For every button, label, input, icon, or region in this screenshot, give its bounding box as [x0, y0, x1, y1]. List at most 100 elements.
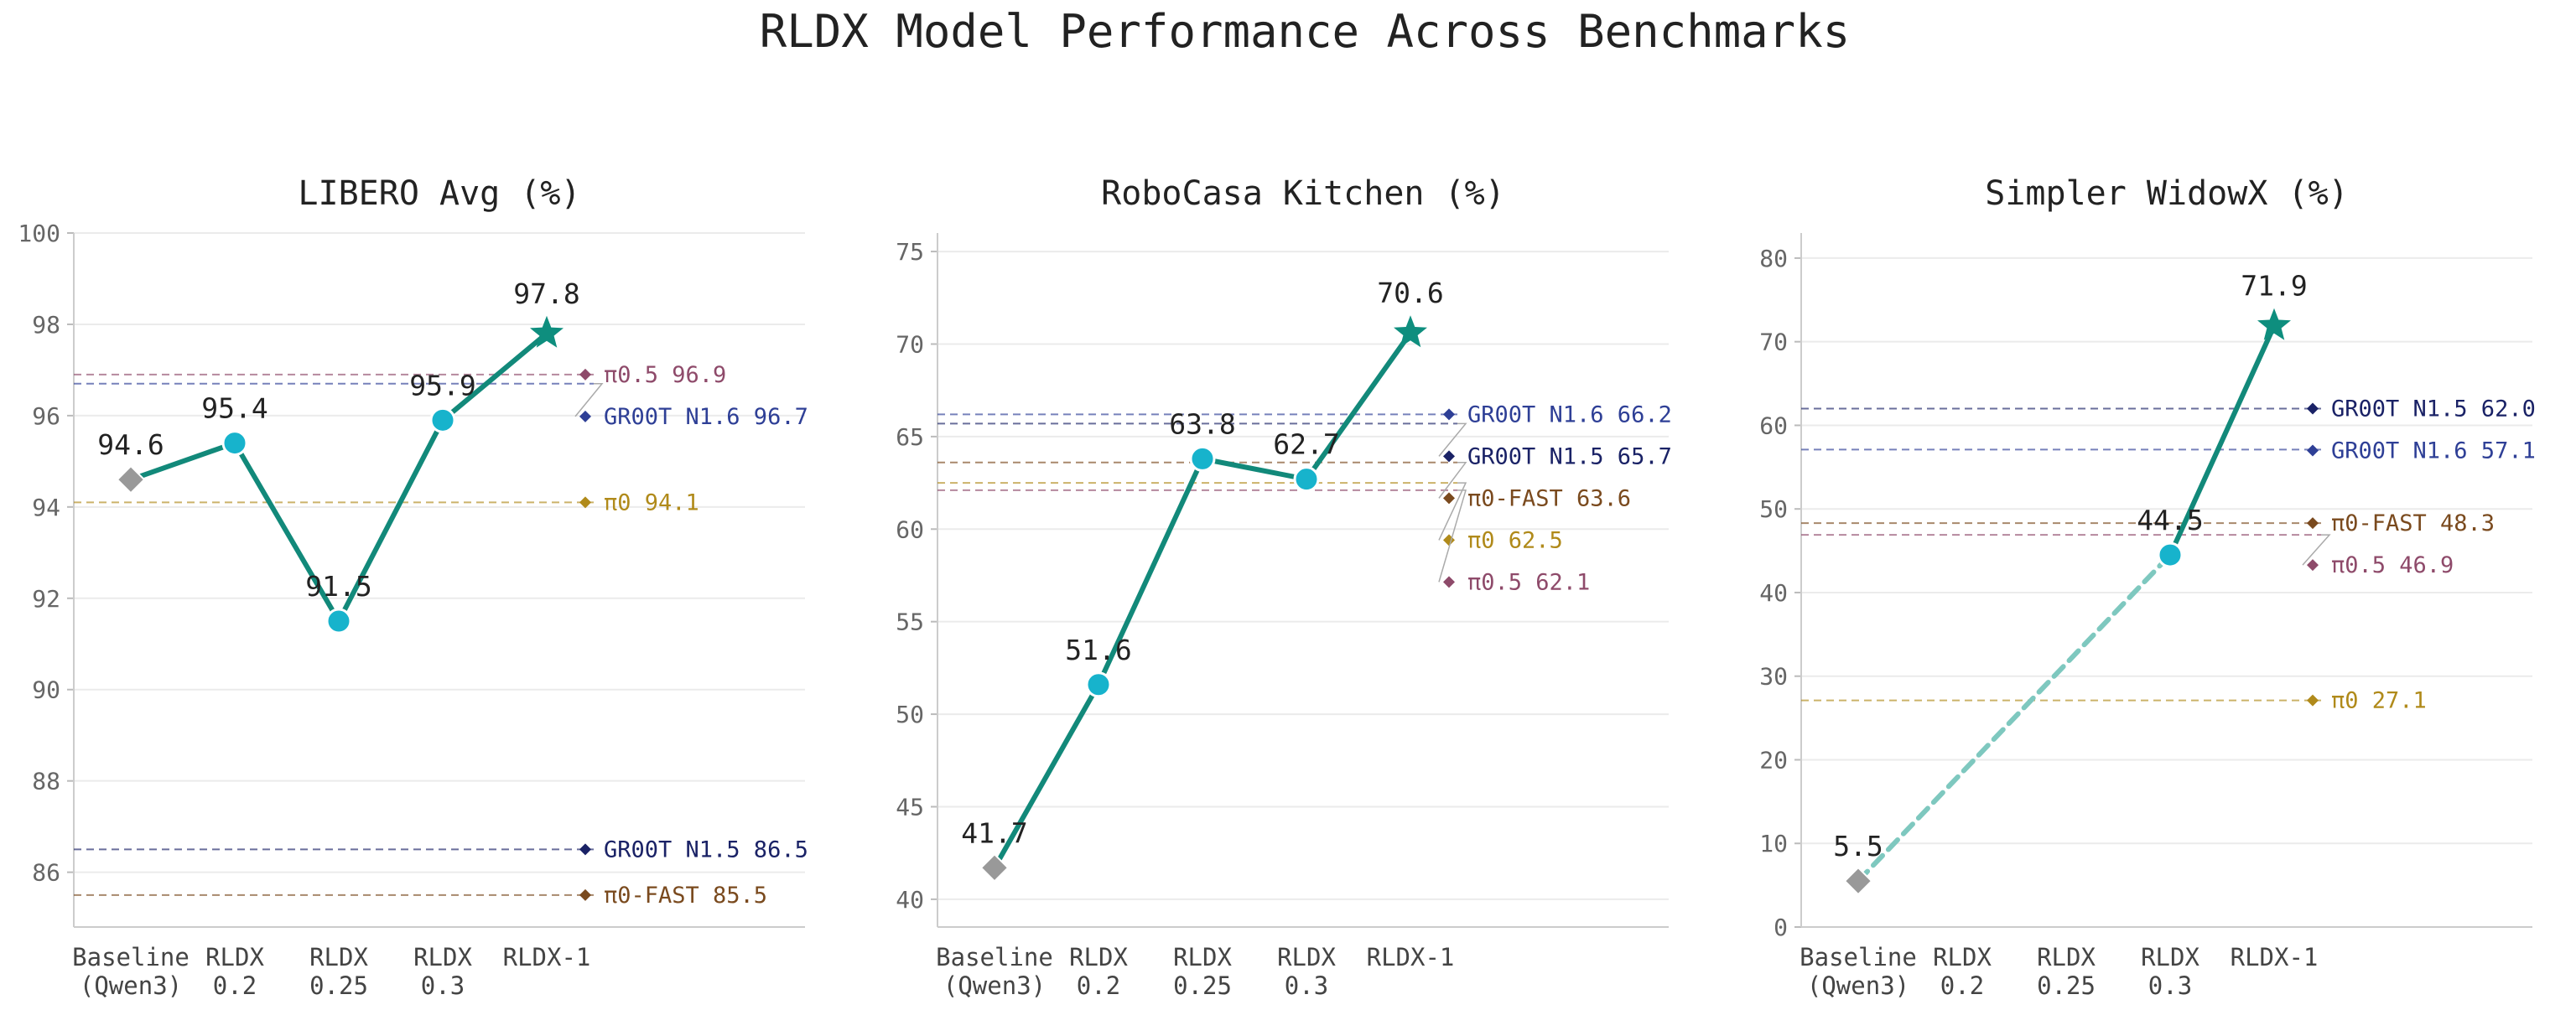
figure-title: RLDX Model Performance Across Benchmarks [760, 5, 1850, 58]
chart-panel-2: RoboCasa Kitchen (%) 40 45 50 55 60 65 70 75 Base… [896, 174, 1672, 1000]
y-tick-label: 60 [1759, 412, 1788, 439]
y-tick-label: 10 [1759, 830, 1788, 857]
y-tick-label: 30 [1759, 663, 1788, 691]
annotation-leader [2302, 534, 2331, 566]
y-tick-label: 55 [896, 609, 924, 636]
reference-marker [1443, 450, 1455, 463]
data-label: 70.6 [1377, 277, 1443, 309]
y-tick-label: 90 [32, 676, 60, 704]
x-tick-label: RLDX 0.25 [1173, 943, 1232, 1000]
annotation-leader [574, 383, 604, 417]
x-tick-label: Baseline (Qwen3) [1800, 943, 1917, 1000]
reference-label: π0.5 46.9 [2331, 552, 2454, 578]
y-tick-label: 40 [896, 886, 924, 914]
annotation-leader [1438, 422, 1467, 457]
y-tick-label: 40 [1759, 579, 1788, 607]
y-tick-label: 88 [32, 768, 60, 795]
y-tick-label: 50 [1759, 495, 1788, 523]
panel-title: LIBERO Avg (%) [298, 174, 580, 213]
reference-marker [2307, 444, 2319, 457]
x-tick-label: RLDX-1 [503, 943, 591, 971]
annotation-leader [1438, 482, 1467, 541]
y-tick-label: 65 [896, 423, 924, 451]
data-label: 51.6 [1065, 634, 1131, 666]
data-label: 95.9 [409, 369, 475, 401]
x-tick-label: RLDX 0.3 [1277, 943, 1336, 1000]
reference-label: π0-FAST 48.3 [2331, 510, 2495, 536]
reference-label: π0 62.5 [1467, 527, 1563, 553]
y-tick-label: 0 [1774, 914, 1788, 941]
annotation-leader [1438, 462, 1467, 499]
reference-marker [1443, 534, 1455, 546]
reference-marker [2307, 517, 2319, 530]
y-tick-label: 100 [18, 220, 60, 247]
x-tick-label: RLDX 0.2 [1069, 943, 1128, 1000]
data-label: 41.7 [961, 816, 1027, 849]
data-point [1085, 671, 1112, 698]
data-label: 5.5 [1833, 830, 1883, 862]
x-tick-label: RLDX 0.2 [205, 943, 264, 1000]
baseline-marker [1843, 866, 1873, 896]
rldx-line [2168, 323, 2277, 558]
y-tick-label: 94 [32, 494, 60, 521]
data-point [2157, 541, 2184, 568]
reference-marker [2307, 402, 2319, 415]
reference-label: GR00T N1.6 66.2 [1467, 401, 1672, 427]
rldx-line [1096, 330, 1413, 687]
reference-marker [2307, 694, 2319, 707]
reference-marker [579, 368, 591, 381]
x-tick-label: RLDX 0.3 [413, 943, 472, 1000]
data-point [221, 430, 248, 457]
baseline-marker [979, 852, 1010, 883]
data-point [1293, 466, 1320, 493]
x-tick-label: RLDX 0.3 [2141, 943, 2199, 1000]
y-tick-label: 60 [896, 515, 924, 543]
x-tick-label: RLDX 0.25 [309, 943, 368, 1000]
baseline-marker [116, 464, 146, 495]
reference-marker [1443, 492, 1455, 505]
data-label: 97.8 [513, 277, 579, 310]
panel-title: RoboCasa Kitchen (%) [1101, 174, 1505, 213]
reference-label: π0 94.1 [604, 489, 699, 515]
reference-marker [579, 410, 591, 422]
rldx-1-star-marker [1394, 315, 1427, 348]
y-tick-label: 96 [32, 402, 60, 430]
reference-label: π0.5 96.9 [604, 362, 726, 388]
y-tick-label: 80 [1759, 245, 1788, 272]
data-point [1189, 445, 1216, 472]
reference-label: π0-FAST 85.5 [604, 883, 767, 909]
data-point [429, 407, 456, 433]
reference-marker [579, 843, 591, 856]
reference-label: GR00T N1.5 86.5 [604, 836, 808, 862]
reference-marker [579, 888, 591, 901]
reference-label: π0 27.1 [2331, 688, 2427, 714]
y-tick-label: 75 [896, 238, 924, 266]
y-tick-label: 70 [1759, 329, 1788, 356]
y-tick-label: 45 [896, 793, 924, 821]
rldx-line [232, 330, 549, 624]
chart-panel-3: Simpler WidowX (%) 0 10 20 30 40 50 60 70 80 Basel… [1759, 174, 2536, 1000]
y-tick-label: 86 [32, 859, 60, 887]
y-tick-label: 70 [896, 330, 924, 358]
reference-label: π0.5 62.1 [1467, 569, 1590, 595]
reference-label: GR00T N1.6 57.1 [2331, 438, 2536, 464]
data-point [325, 608, 352, 634]
panel-title: Simpler WidowX (%) [1985, 174, 2348, 213]
baseline-link [992, 681, 1101, 871]
reference-label: GR00T N1.5 62.0 [2331, 396, 2536, 422]
reference-marker [1443, 408, 1455, 421]
baseline-link [1856, 552, 2173, 884]
x-tick-label: RLDX 0.2 [1933, 943, 1992, 1000]
x-tick-label: Baseline (Qwen3) [936, 943, 1053, 1000]
y-tick-label: 98 [32, 311, 60, 339]
rldx-1-star-marker [530, 315, 564, 348]
rldx-1-star-marker [2257, 308, 2291, 340]
reference-label: GR00T N1.5 65.7 [1467, 443, 1672, 469]
data-label: 91.5 [305, 570, 371, 603]
reference-label: GR00T N1.6 96.7 [604, 404, 808, 430]
reference-marker [2307, 559, 2319, 572]
x-tick-label: RLDX 0.25 [2037, 943, 2096, 1000]
reference-marker [1443, 576, 1455, 588]
x-tick-label: RLDX-1 [1367, 943, 1455, 971]
